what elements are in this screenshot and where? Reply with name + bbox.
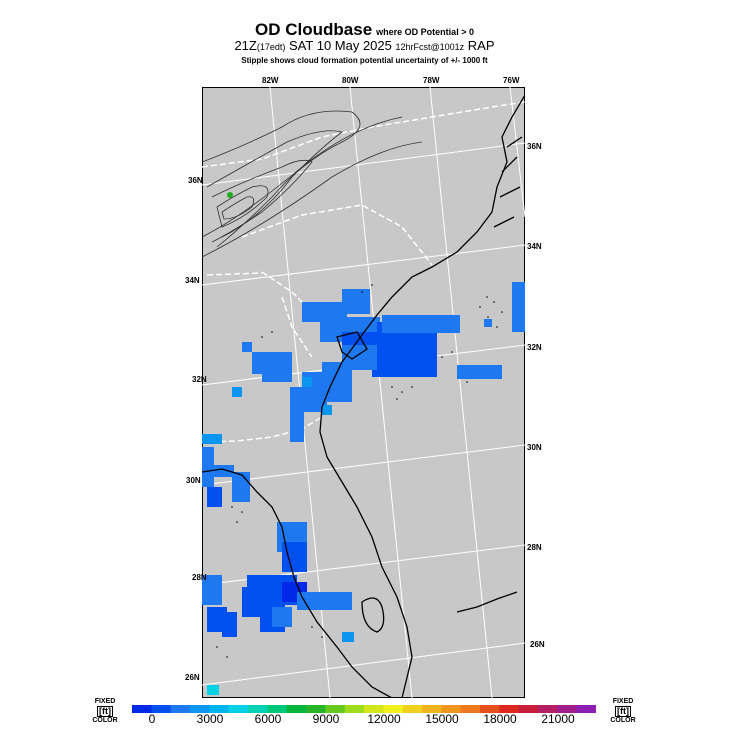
lat-label-left-32n: 32N [192, 375, 207, 384]
colorbar-swatch [499, 705, 520, 713]
map-panel [202, 87, 525, 698]
colorbar-tick-9000: 9000 [312, 712, 340, 726]
lat-label-left-30n: 30N [186, 476, 201, 485]
chart-subtitle: 21Z(17edt) SAT 10 May 2025 12hrFcst@1001… [234, 38, 495, 53]
colorbar-tick-18000: 18000 [483, 712, 517, 726]
lon-label-82w: 82W [262, 76, 279, 85]
state-borders [202, 101, 525, 443]
lat-label-right-36n: 36N [527, 142, 542, 151]
colorbar-swatch [576, 705, 596, 713]
lat-label-right-26n: 26N [530, 640, 545, 649]
map-canvas [202, 87, 525, 698]
lat-label-left-36n: 36N [188, 176, 203, 185]
colorbar-tick-6000: 6000 [254, 712, 282, 726]
colorbar-right-caption: FIXED [ft] COLOR [610, 698, 636, 724]
colorbar-tick-12000: 12000 [367, 712, 401, 726]
colorbar [132, 705, 596, 713]
lon-label-78w: 78W [423, 76, 440, 85]
peak-marker [227, 192, 233, 198]
colorbar-swatch [228, 705, 249, 713]
colorbar-tick-15000: 15000 [425, 712, 459, 726]
colorbar-swatch [402, 705, 423, 713]
colorbar-swatch [325, 705, 346, 713]
colorbar-swatch [132, 705, 152, 713]
colorbar-swatch [422, 705, 442, 713]
cloudbase-cells [202, 282, 525, 695]
lat-label-left-28n: 28N [192, 573, 207, 582]
lat-label-left-26n: 26N [185, 673, 200, 682]
colorbar-swatch [383, 705, 404, 713]
lon-label-76w: 76W [503, 76, 520, 85]
lat-label-right-32n: 32N [527, 343, 542, 352]
colorbar-swatch [538, 705, 558, 713]
colorbar-tick-3000: 3000 [196, 712, 224, 726]
colorbar-swatch [209, 705, 230, 713]
lat-label-right-34n: 34N [527, 242, 542, 251]
colorbar-swatch [286, 705, 307, 713]
colorbar-left-caption: FIXED [ft] COLOR [92, 698, 118, 724]
terrain-contours [202, 110, 423, 258]
colorbar-swatch [441, 705, 462, 713]
colorbar-swatch [480, 705, 500, 713]
colorbar-swatch [190, 705, 210, 713]
colorbar-swatch [364, 705, 384, 713]
colorbar-swatch [170, 705, 191, 713]
colorbar-swatch [460, 705, 481, 713]
colorbar-swatch [151, 705, 172, 713]
stipple-note: Stipple shows cloud formation potential … [241, 56, 488, 65]
lat-label-left-34n: 34N [185, 276, 200, 285]
lat-label-right-28n: 28N [527, 543, 542, 552]
colorbar-swatch [306, 705, 326, 713]
colorbar-tick-21000: 21000 [541, 712, 575, 726]
chart-title: OD Cloudbase where OD Potential > 0 [255, 20, 474, 39]
colorbar-swatch [344, 705, 365, 713]
lat-label-right-30n: 30N [527, 443, 542, 452]
colorbar-swatch [518, 705, 539, 713]
colorbar-swatch [267, 705, 288, 713]
coastline [202, 94, 525, 698]
colorbar-swatch [557, 705, 578, 713]
lon-label-80w: 80W [342, 76, 359, 85]
uncertainty-stipple [216, 284, 503, 658]
colorbar-tick-0: 0 [148, 712, 156, 726]
colorbar-swatch [248, 705, 268, 713]
